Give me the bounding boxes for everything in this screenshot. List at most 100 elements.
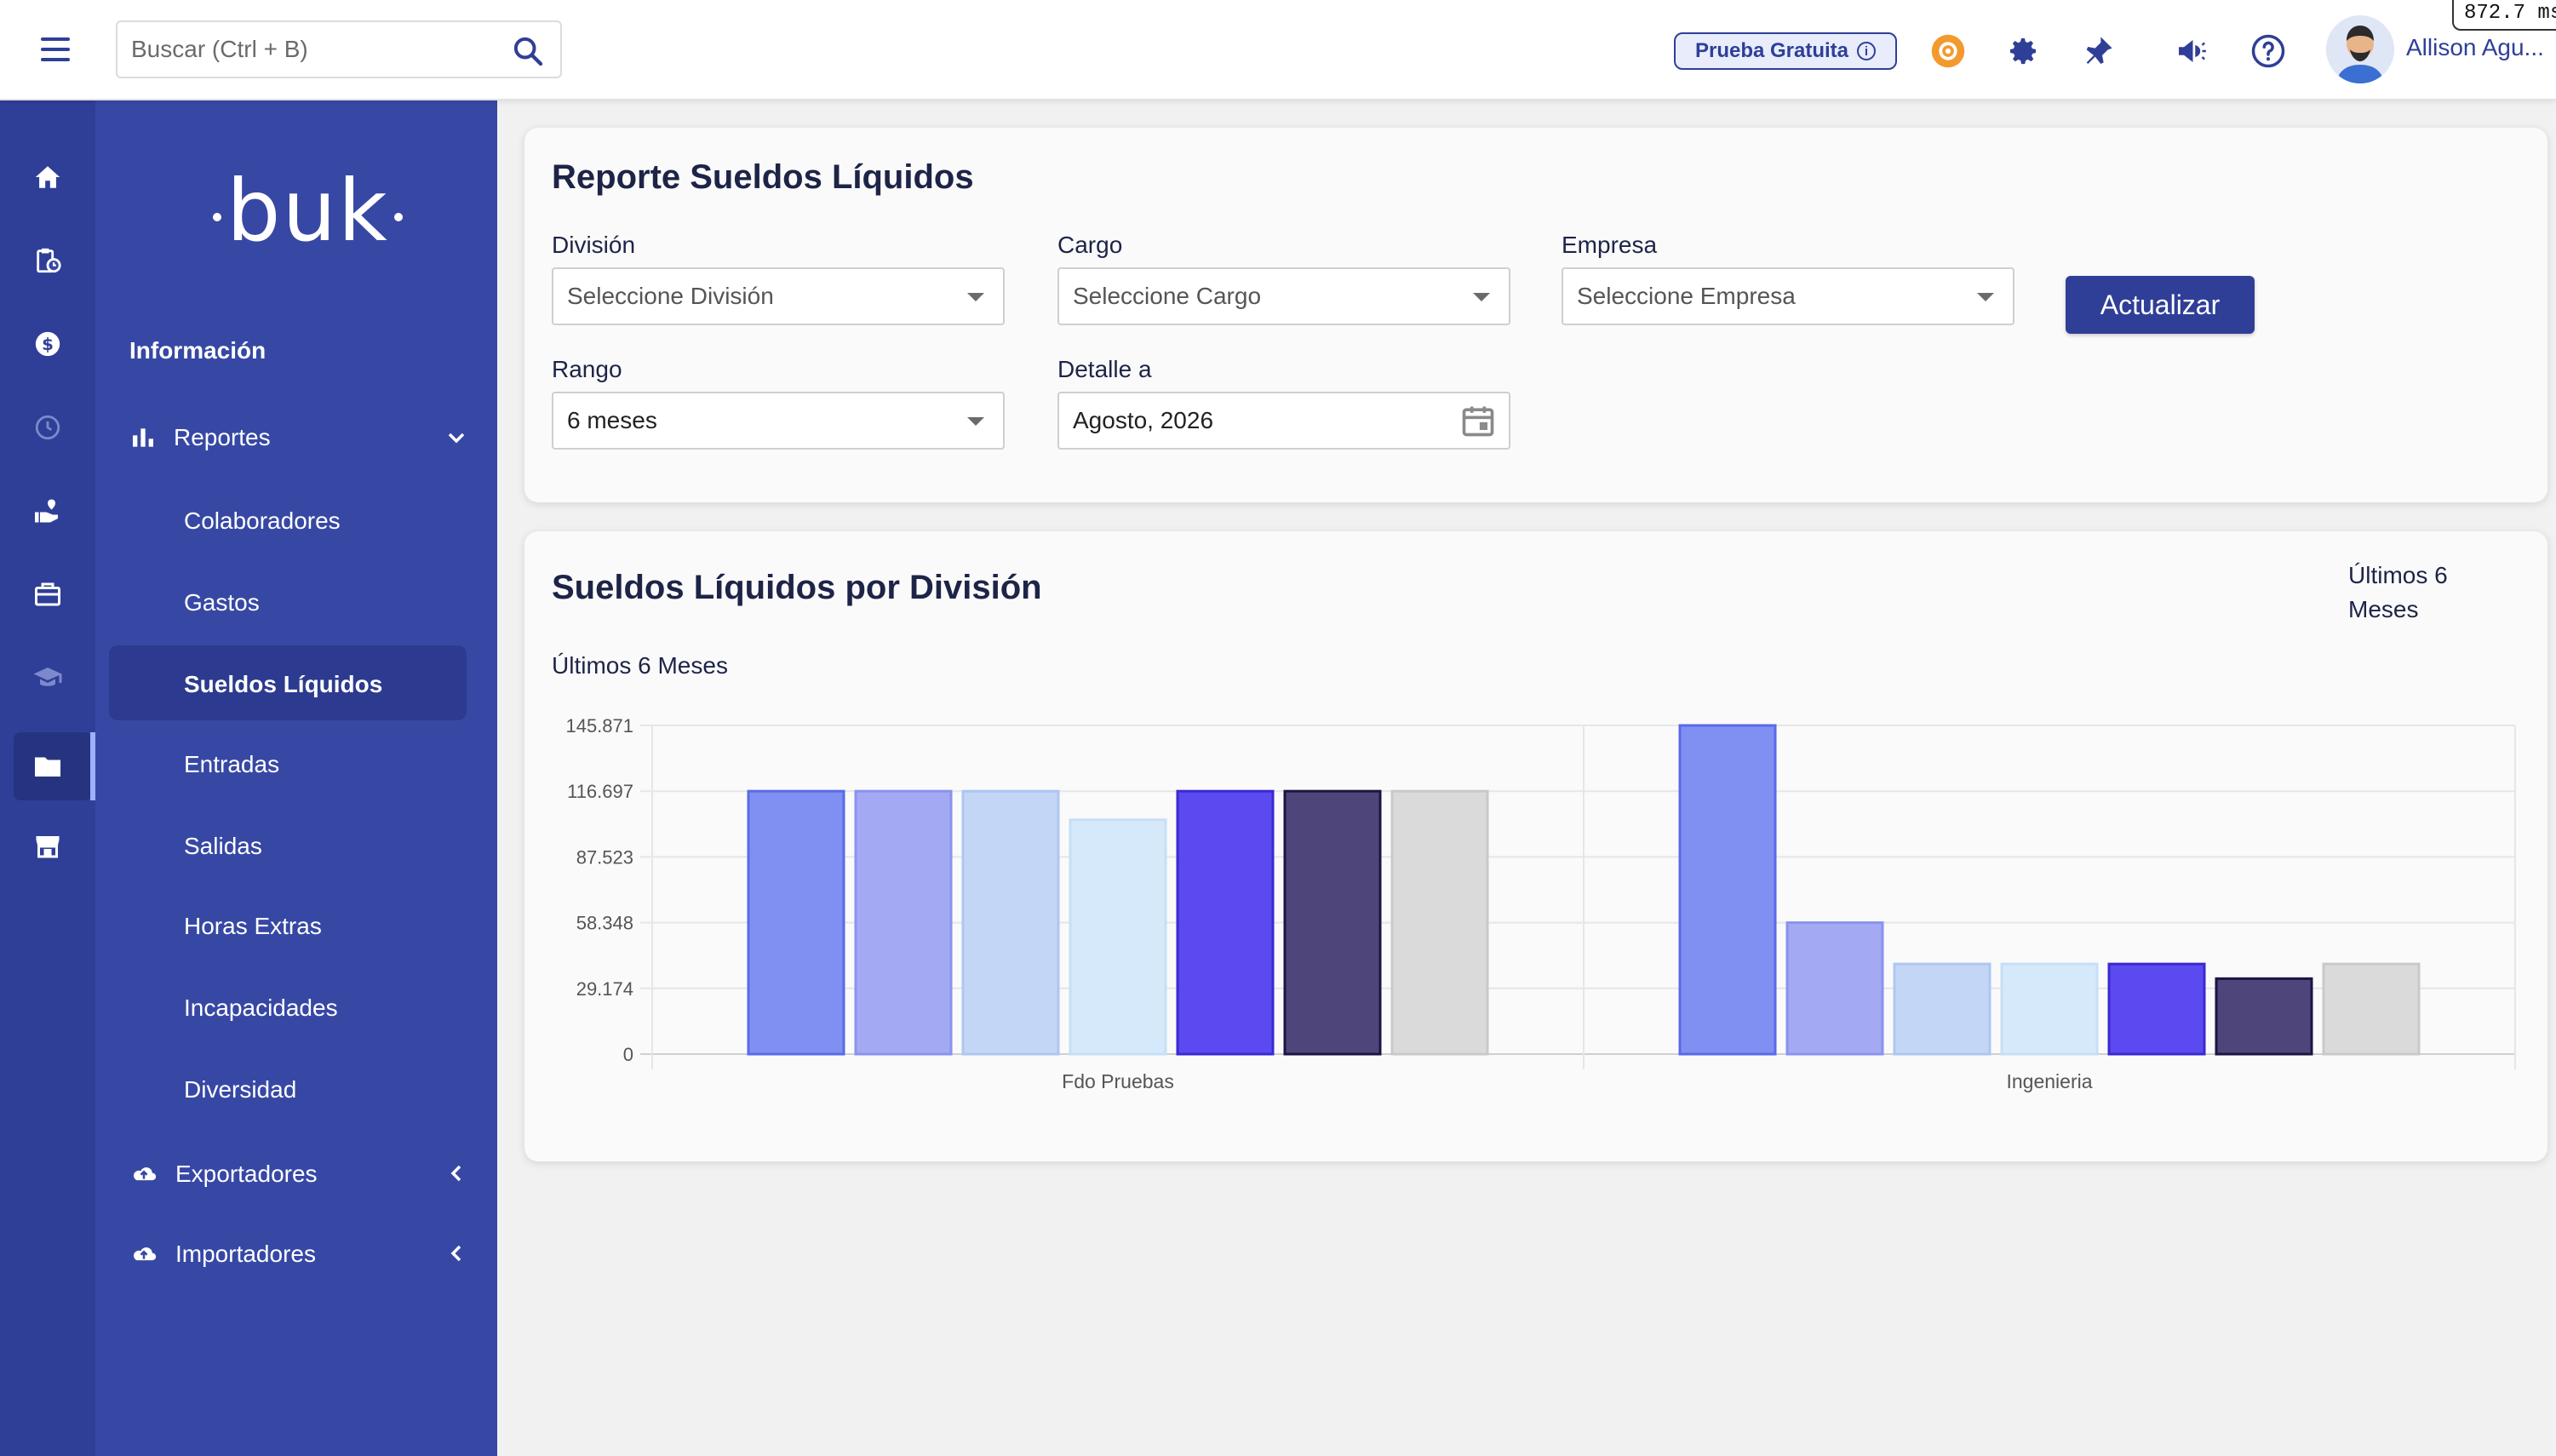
empresa-value: Seleccione Empresa	[1577, 283, 1796, 309]
nav-group-label: Reportes	[174, 424, 271, 450]
side-nav: buk Información Reportes Colaboradores G…	[95, 100, 497, 1456]
bar	[1069, 818, 1167, 1056]
division-label: División	[552, 232, 636, 258]
detalle-value: Agosto, 2026	[1073, 407, 1214, 433]
nav-item-diversidad[interactable]: Diversidad	[184, 1076, 297, 1103]
empresa-label: Empresa	[1562, 232, 1658, 258]
chevron-down-icon	[448, 433, 465, 444]
calendar-icon[interactable]	[1459, 402, 1497, 439]
y-tick-label: 29.174	[576, 978, 633, 1000]
briefcase-icon[interactable]	[31, 577, 65, 611]
active-item-highlight	[109, 645, 467, 720]
y-tick-label: 116.697	[567, 781, 633, 802]
search-icon[interactable]	[511, 34, 545, 68]
nav-item-colaboradores[interactable]: Colaboradores	[184, 507, 341, 534]
report-title: Reporte Sueldos Líquidos	[552, 158, 974, 196]
bar-chart-icon	[133, 428, 153, 447]
nav-group-label: Importadores	[175, 1241, 316, 1267]
nav-item-entradas[interactable]: Entradas	[184, 751, 280, 777]
nav-item-gastos[interactable]: Gastos	[184, 589, 260, 616]
update-button[interactable]: Actualizar	[2066, 276, 2255, 334]
pin-icon[interactable]	[2077, 31, 2118, 72]
x-tick-label: Fdo Pruebas	[1062, 1070, 1174, 1092]
chevron-left-icon	[450, 1245, 461, 1262]
range-note: Últimos 6 Meses	[2348, 562, 2448, 622]
bar-chart: 0 29.174 58.348 87.523 116.697 145.871 Fdo Pru…	[565, 715, 2516, 1092]
bar	[2000, 962, 2099, 1056]
bar	[1176, 789, 1275, 1056]
division-value: Seleccione División	[567, 283, 774, 309]
nav-group-importadores[interactable]: Importadores	[129, 1240, 470, 1269]
search-input[interactable]	[131, 31, 506, 68]
svg-text:$: $	[42, 335, 54, 354]
cloud-upload-icon	[134, 1247, 157, 1261]
nav-heading-informacion: Información	[129, 337, 266, 364]
dollar-icon[interactable]: $	[31, 327, 65, 361]
detalle-date-field[interactable]: Agosto, 2026	[1057, 392, 1510, 450]
caret-down-icon	[967, 293, 984, 301]
nav-item-sueldos-liquidos[interactable]: Sueldos Líquidos	[184, 671, 383, 697]
bar	[2107, 962, 2206, 1056]
chart-card: Sueldos Líquidos por División Últimos 6 …	[524, 531, 2547, 1161]
buk-logo[interactable]: buk	[208, 169, 408, 254]
report-filter-card: Reporte Sueldos Líquidos División Selecc…	[524, 128, 2547, 502]
rango-select[interactable]: 6 meses	[552, 392, 1005, 450]
clock-icon[interactable]	[31, 410, 65, 444]
y-tick-label: 87.523	[576, 846, 633, 868]
nav-group-exportadores[interactable]: Exportadores	[129, 1160, 470, 1189]
y-tick-label: 0	[623, 1044, 633, 1065]
notifications-icon[interactable]	[1928, 31, 1969, 72]
search-box	[116, 20, 562, 78]
folder-icon[interactable]	[31, 749, 65, 783]
bar	[1390, 789, 1489, 1056]
store-icon[interactable]	[31, 829, 65, 863]
avatar[interactable]	[2326, 15, 2394, 83]
graduation-icon[interactable]	[31, 661, 65, 695]
cargo-value: Seleccione Cargo	[1073, 283, 1262, 309]
bar	[1785, 921, 1884, 1056]
top-bar: Prueba Gratuita i Allison Agu...	[0, 0, 2556, 100]
performance-readout: 872.7 ms	[2452, 0, 2556, 31]
nav-item-salidas[interactable]: Salidas	[184, 833, 262, 859]
bar	[2215, 977, 2313, 1056]
bar	[747, 789, 845, 1056]
trial-badge[interactable]: Prueba Gratuita i	[1674, 32, 1897, 70]
x-tick-label: Ingenieria	[2006, 1070, 2092, 1092]
y-tick-label: 58.348	[576, 913, 633, 934]
bar	[1678, 724, 1777, 1056]
menu-icon[interactable]	[41, 37, 70, 61]
nav-group-label: Exportadores	[175, 1161, 318, 1187]
division-select[interactable]: Seleccione División	[552, 267, 1005, 325]
nav-item-horas-extras[interactable]: Horas Extras	[184, 913, 322, 939]
bar	[1283, 789, 1382, 1056]
cloud-upload-icon	[134, 1167, 157, 1181]
cargo-select[interactable]: Seleccione Cargo	[1057, 267, 1510, 325]
clipboard-clock-icon[interactable]	[31, 244, 65, 278]
info-icon: i	[1857, 42, 1877, 60]
icon-rail: $	[0, 100, 95, 1456]
chart-subtitle: Últimos 6 Meses	[552, 652, 728, 679]
rango-value: 6 meses	[567, 407, 657, 433]
nav-group-reportes[interactable]: Reportes	[129, 424, 470, 451]
home-icon[interactable]	[31, 160, 65, 194]
bar	[1893, 962, 1992, 1056]
heart-hand-icon[interactable]	[31, 494, 65, 528]
nav-item-incapacidades[interactable]: Incapacidades	[184, 995, 338, 1021]
chart-card-title: Sueldos Líquidos por División	[552, 569, 1042, 606]
rango-label: Rango	[552, 356, 622, 382]
trial-label: Prueba Gratuita	[1694, 39, 1849, 62]
caret-down-icon	[1977, 293, 1994, 301]
caret-down-icon	[967, 417, 984, 426]
bar	[854, 789, 953, 1056]
bar	[2322, 962, 2421, 1056]
user-name[interactable]: Allison Agu...	[2406, 34, 2544, 60]
megaphone-icon[interactable]	[2173, 31, 2214, 72]
detalle-label: Detalle a	[1057, 356, 1152, 382]
cargo-label: Cargo	[1057, 232, 1123, 258]
chevron-left-icon	[450, 1165, 461, 1182]
y-tick-label: 145.871	[565, 715, 633, 737]
empresa-select[interactable]: Seleccione Empresa	[1562, 267, 2014, 325]
help-icon[interactable]	[2248, 31, 2289, 72]
rail-active-indicator	[90, 732, 95, 800]
gear-icon[interactable]	[2003, 31, 2043, 72]
